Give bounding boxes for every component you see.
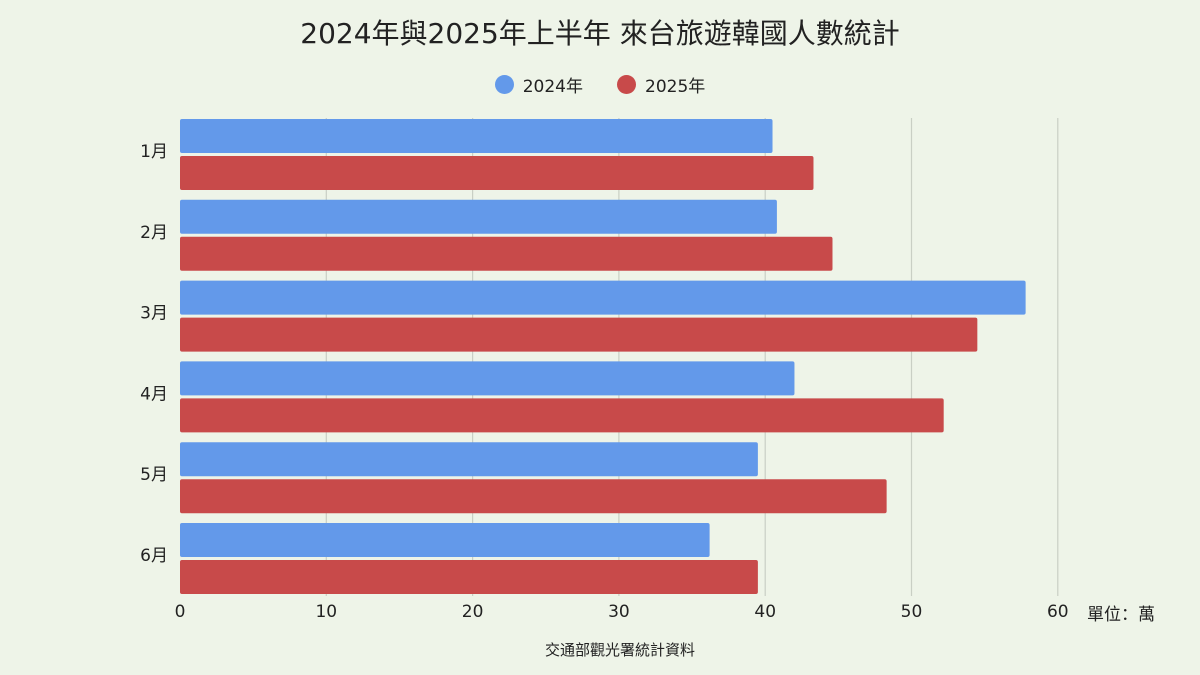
- legend-label-2024: 2024年: [522, 77, 583, 97]
- x-tick-label: 40: [754, 602, 776, 622]
- y-tick-label: 4月: [140, 384, 168, 404]
- bar: [180, 199, 777, 234]
- legend-item-2024[interactable]: 2024年: [494, 72, 583, 97]
- y-tick-label: 2月: [140, 223, 168, 243]
- bar: [180, 523, 710, 557]
- bar: [180, 479, 887, 514]
- chart-title: 2024年與2025年上半年 來台旅遊韓國人數統計: [300, 17, 900, 50]
- y-tick-label: 3月: [140, 304, 168, 324]
- x-tick-label: 20: [462, 602, 484, 622]
- x-tick-label: 60: [1047, 602, 1069, 622]
- x-tick-label: 50: [901, 602, 923, 622]
- unit-label: 單位：萬: [1087, 605, 1155, 625]
- x-tick-label: 10: [315, 602, 337, 622]
- bar: [180, 317, 978, 352]
- legend-swatch-2024: [494, 75, 514, 94]
- y-tick-label: 1月: [140, 142, 168, 162]
- x-tick-label: 30: [608, 602, 630, 622]
- x-tick-label: 0: [175, 602, 186, 622]
- source-note: 交通部觀光署統計資料: [544, 641, 695, 659]
- bar: [180, 236, 833, 271]
- bar: [180, 156, 814, 190]
- chart-legend: 2024年 2025年: [0, 72, 1200, 97]
- y-tick-label: 6月: [140, 546, 168, 566]
- bar: [180, 119, 773, 153]
- bar: [180, 398, 944, 433]
- legend-item-2025[interactable]: 2025年: [617, 72, 705, 97]
- bar: [180, 442, 758, 477]
- bar: [180, 361, 795, 396]
- y-tick-label: 5月: [140, 465, 168, 485]
- legend-swatch-2025: [617, 75, 636, 94]
- legend-label-2025: 2025年: [645, 77, 706, 97]
- bar: [180, 280, 1026, 315]
- bar: [180, 560, 758, 594]
